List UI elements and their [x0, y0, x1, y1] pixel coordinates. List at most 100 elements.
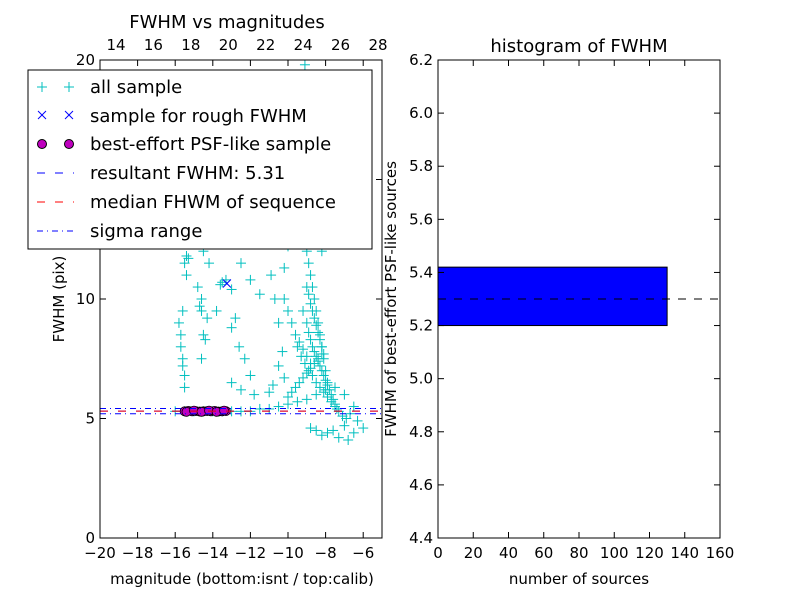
y-tick-label: 6.2: [409, 51, 433, 69]
y-tick-label: 5.4: [409, 263, 433, 281]
y-tick-label: 5.2: [409, 317, 433, 335]
histogram-bar: [437, 266, 668, 327]
all-sample-point: [352, 415, 363, 426]
left-reference-lines: [100, 407, 382, 415]
all-sample-point: [303, 289, 314, 300]
x-tick-label: −8: [315, 544, 337, 562]
all-sample-point: [286, 317, 297, 328]
all-sample-point: [313, 327, 324, 338]
all-sample-point: [264, 387, 275, 398]
x-tick-label: −18: [122, 544, 154, 562]
all-sample-point: [269, 294, 280, 304]
x-tick-label: −12: [235, 544, 267, 562]
all-sample-point: [273, 360, 284, 371]
all-sample-point: [303, 327, 314, 338]
all-sample-point: [322, 380, 333, 391]
all-sample-point: [348, 427, 359, 438]
all-sample-point: [311, 425, 322, 436]
all-sample-point: [309, 313, 320, 324]
legend-marker-circle-icon: [37, 139, 74, 149]
legend-entry-all-sample: all sample: [37, 77, 182, 98]
all-sample-point: [292, 341, 303, 352]
all-sample-point: [230, 313, 241, 324]
y-tick-label: 0: [85, 529, 95, 547]
all-sample-point: [245, 274, 256, 285]
all-sample-point: [330, 382, 340, 393]
all-sample-point: [194, 301, 205, 312]
all-sample-point: [305, 334, 316, 345]
y-tick-label: 20: [76, 51, 95, 69]
all-sample-point: [175, 329, 186, 340]
all-sample-point: [322, 427, 333, 438]
y-tick-label: 5.6: [409, 210, 433, 228]
all-sample-point: [292, 396, 303, 407]
all-sample-point: [279, 372, 290, 383]
all-sample-point: [211, 305, 222, 316]
all-sample-point: [175, 341, 186, 352]
left-axis-ticks: −20−18−16−14−12−10−8−6051015201416182022…: [76, 36, 388, 562]
all-sample-point: [307, 341, 318, 352]
x-tick-label: −14: [197, 544, 229, 562]
all-sample-point: [283, 305, 293, 316]
all-sample-point: [294, 337, 305, 348]
x-tick-label: 140: [670, 544, 699, 562]
all-sample-point: [179, 370, 190, 381]
all-sample-point: [314, 334, 325, 345]
y-tick-label: 4.4: [409, 529, 433, 547]
all-sample-point: [307, 370, 318, 381]
all-sample-point: [303, 258, 314, 269]
all-sample-point: [298, 344, 309, 355]
all-sample-point: [301, 394, 312, 405]
all-sample-point: [316, 341, 327, 352]
right-panel: 0 20 40 60 80 100 120 140 160 4.4 4.6 4.8 5.0 5.2 5.4 5…: [382, 36, 734, 588]
all-sample-point: [245, 370, 256, 381]
all-sample-point: [249, 389, 260, 400]
all-sample-point: [358, 423, 369, 434]
top-x-tick-label: 16: [144, 36, 163, 54]
y-tick-label: 4.6: [409, 476, 433, 494]
all-sample-point: [343, 435, 354, 446]
legend-entry-psf-sample: best-effort PSF-like sample: [37, 134, 331, 155]
top-x-tick-label: 24: [294, 36, 313, 54]
all-sample-point: [314, 360, 325, 371]
x-tick-label: 160: [706, 544, 735, 562]
all-sample-point: [298, 305, 309, 316]
all-sample-point: [239, 353, 250, 364]
y-tick-label: 5: [85, 410, 95, 428]
top-x-tick-label: 28: [368, 36, 387, 54]
legend-entry-sigma-range: sigma range: [37, 221, 202, 242]
right-plot-marks: [437, 266, 720, 327]
all-sample-point: [196, 353, 207, 364]
top-x-tick-label: 14: [106, 36, 125, 54]
all-sample-point: [273, 317, 284, 328]
all-sample-point: [316, 365, 327, 376]
left-x-axis-label: magnitude (bottom:isnt / top:calib): [110, 570, 374, 588]
all-sample-point: [198, 329, 209, 340]
legend-marker-plus-icon: [37, 82, 74, 92]
x-tick-label: −6: [352, 544, 374, 562]
left-y-axis-label: FWHM (pix): [50, 256, 68, 343]
all-sample-point: [196, 294, 207, 304]
top-x-tick-label: 22: [256, 36, 275, 54]
x-tick-label: −16: [159, 544, 191, 562]
all-sample-point: [305, 270, 316, 281]
x-tick-label: 100: [600, 544, 629, 562]
all-sample-point: [320, 375, 331, 386]
legend-box: [27, 69, 373, 250]
all-sample-point: [324, 384, 335, 395]
legend-label: sample for rough FWHM: [90, 106, 307, 127]
all-sample-point: [254, 289, 265, 300]
legend-entry-rough-sample: sample for rough FWHM: [37, 106, 307, 127]
right-y-axis-label: FWHM of best-effort PSF-like sources: [382, 161, 400, 437]
all-sample-point: [318, 370, 329, 381]
all-sample-point: [333, 432, 344, 443]
all-sample-point: [277, 346, 288, 357]
x-tick-label: 120: [635, 544, 664, 562]
all-sample-point: [279, 262, 290, 273]
all-sample-point: [236, 258, 246, 269]
all-sample-point: [273, 401, 284, 412]
all-sample-point: [181, 250, 192, 261]
all-sample-point: [299, 59, 310, 70]
top-x-tick-label: 26: [331, 36, 350, 54]
